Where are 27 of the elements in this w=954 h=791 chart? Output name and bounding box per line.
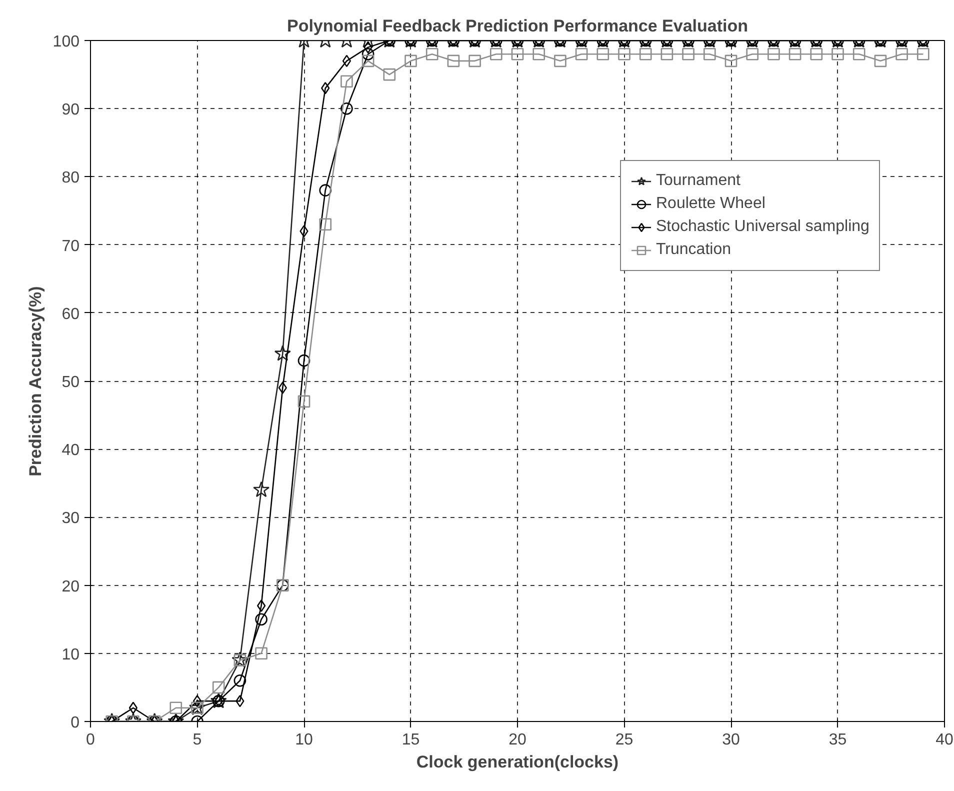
x-tick-label: 0	[86, 732, 96, 748]
x-tick-label: 10	[295, 732, 313, 748]
x-tick-label: 40	[936, 732, 954, 748]
y-tick-label: 60	[62, 306, 80, 323]
y-tick-label: 30	[62, 510, 80, 528]
x-tick-label: 35	[828, 732, 847, 748]
legend-label: Truncation	[656, 241, 731, 259]
x-tick-label: 20	[508, 732, 526, 748]
y-tick-label: 90	[62, 102, 80, 119]
x-axis-title: Clock generation(clocks)	[416, 752, 619, 772]
x-tick-label: 30	[722, 732, 740, 748]
legend-label: Stochastic Universal sampling	[656, 218, 870, 236]
legend-label: Roulette Wheel	[656, 195, 766, 213]
y-tick-label: 80	[62, 170, 80, 187]
chart-title: Polynomial Feedback Prediction Performance Evaluation	[286, 16, 748, 36]
y-tick-label: 10	[62, 646, 80, 664]
y-tick-label: 20	[62, 578, 80, 596]
y-tick-label: 40	[62, 442, 80, 460]
x-tick-label: 15	[402, 732, 420, 748]
y-tick-label: 70	[62, 238, 80, 255]
y-axis-title: Prediction Accuracy(%)	[26, 286, 45, 476]
x-tick-label: 5	[192, 732, 202, 748]
y-tick-label: 0	[70, 714, 80, 732]
legend-label: Tournament	[656, 172, 740, 190]
x-tick-label: 25	[615, 732, 634, 748]
y-tick-label: 100	[52, 34, 80, 50]
y-tick-label: 50	[62, 374, 80, 391]
